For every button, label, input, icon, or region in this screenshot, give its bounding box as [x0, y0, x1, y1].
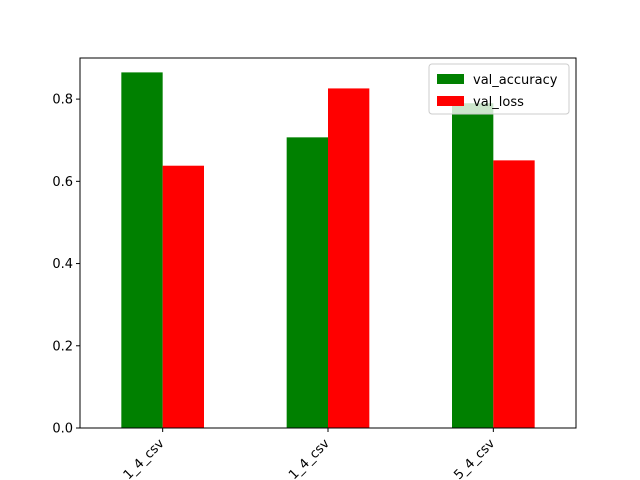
legend: val_accuracy val_loss — [428, 63, 570, 115]
y-tick-label: 0.2 — [52, 339, 73, 354]
y-tick-label: 0.4 — [52, 257, 73, 272]
y-tick-label: 0.6 — [52, 175, 73, 190]
bar-val_loss-1 — [328, 88, 370, 428]
bar-val_loss-2 — [493, 160, 535, 428]
bar-val_accuracy-1 — [286, 137, 328, 428]
bar-val_accuracy-0 — [121, 72, 163, 428]
legend-label-val_loss: val_loss — [473, 95, 524, 110]
bars-group — [121, 72, 535, 428]
y-axis: 0.0 0.2 0.4 0.6 0.8 — [52, 93, 80, 437]
bar-val_accuracy-2 — [452, 103, 494, 428]
legend-label-val_accuracy: val_accuracy — [473, 73, 558, 88]
x-tick-label: 1_4_csv — [286, 436, 333, 480]
legend-swatch-val_loss — [437, 96, 464, 106]
y-tick-label: 0.8 — [52, 93, 73, 108]
x-tick-label: 5_4_csv — [451, 436, 498, 480]
legend-swatch-val_accuracy — [437, 74, 464, 84]
y-tick-label: 0.0 — [52, 422, 73, 437]
x-tick-label: 1_4_csv — [121, 436, 168, 480]
bar-val_loss-0 — [162, 165, 204, 428]
x-axis: 1_4_csv 1_4_csv 5_4_csv — [121, 428, 498, 480]
